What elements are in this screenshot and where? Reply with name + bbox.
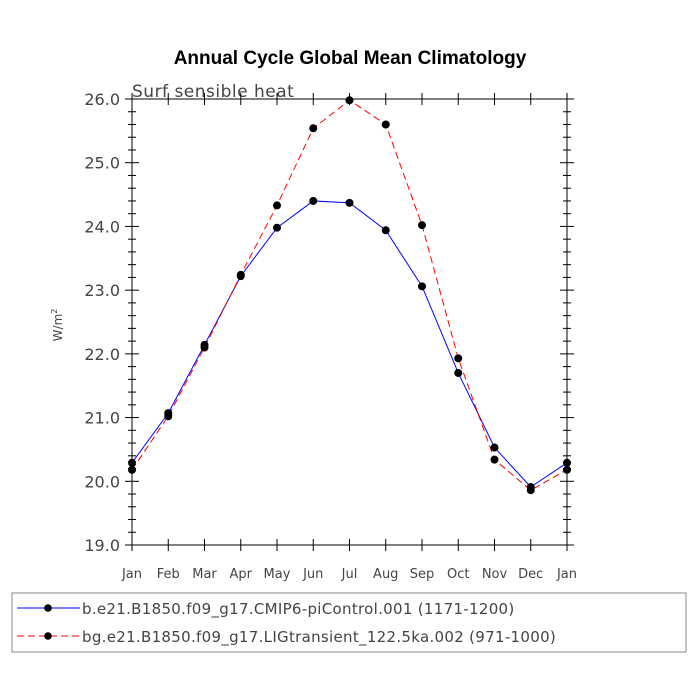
series-0-point: [490, 443, 499, 452]
series-1-point: [526, 486, 535, 495]
y-tick-label: 19.0: [84, 536, 120, 555]
x-tick-label: Aug: [373, 567, 398, 582]
series-1-point: [454, 354, 463, 363]
series-1-point: [418, 221, 426, 230]
x-tick-label: Sep: [410, 567, 435, 582]
axis-ticks: [125, 93, 574, 551]
series-1-point: [236, 270, 245, 279]
series-1-point: [273, 201, 281, 210]
series-1-point: [490, 455, 499, 464]
x-tick-label: Nov: [482, 567, 508, 582]
series-layer: [128, 96, 571, 495]
series-0-point: [454, 368, 463, 377]
legend-label-red: bg.e21.B1850.f09_g17.LIGtransient_122.5k…: [82, 628, 556, 647]
x-tick-label: Jan: [556, 567, 577, 582]
series-1-point: [381, 120, 390, 129]
series-1-point: [164, 412, 173, 421]
series-1-point: [345, 96, 354, 105]
y-tick-label: 23.0: [84, 281, 120, 300]
y-axis-label-text: W/m: [51, 314, 65, 342]
tick-labels: 19.0 20.0 21.0 22.0 23.0 24.0 25.0 26.0 Jan Feb Ma…: [84, 90, 577, 582]
x-tick-label: May: [264, 567, 291, 582]
legend-marker-blue: [44, 604, 52, 612]
legend-box: [11, 592, 687, 653]
x-tick-label: Oct: [447, 567, 469, 582]
series-1-point: [128, 465, 136, 474]
series-0-point: [381, 226, 390, 235]
x-tick-label: Jun: [302, 567, 323, 582]
x-tick-label: Dec: [518, 567, 543, 582]
legend: b.e21.B1850.f09_g17.CMIP6-piControl.001 …: [11, 592, 687, 653]
series-0-point: [418, 282, 426, 291]
series-0-point: [273, 223, 281, 232]
x-tick-label: Apr: [230, 567, 253, 582]
y-tick-label: 21.0: [84, 409, 120, 428]
y-tick-label: 22.0: [84, 345, 120, 364]
series-line-0: [131, 200, 568, 488]
series-0-point: [128, 458, 136, 467]
x-tick-label: Feb: [157, 567, 180, 582]
y-tick-label: 24.0: [84, 217, 120, 236]
chart-subtitle: Surf sensible heat: [132, 82, 294, 102]
series-0-point: [563, 458, 571, 467]
series-line-1: [131, 99, 568, 491]
x-tick-label: Jul: [341, 567, 358, 582]
series-1-point: [309, 124, 318, 133]
y-axis-label: W/m2: [50, 309, 65, 342]
series-0-point: [345, 198, 354, 207]
x-tick-label: Mar: [192, 567, 217, 582]
x-tick-label: Jan: [121, 567, 142, 582]
series-1-point: [563, 465, 571, 474]
chart-title: Annual Cycle Global Mean Climatology: [174, 48, 527, 69]
series-0-point: [309, 196, 318, 205]
svg-text:W/m2: W/m2: [50, 309, 65, 342]
y-tick-label: 26.0: [84, 90, 120, 109]
y-tick-label: 20.0: [84, 472, 120, 491]
y-axis-label-superscript: 2: [50, 309, 59, 314]
legend-label-blue: b.e21.B1850.f09_g17.CMIP6-piControl.001 …: [82, 600, 515, 619]
series-1-point: [200, 343, 209, 352]
y-tick-label: 25.0: [84, 154, 120, 173]
legend-marker-red: [44, 632, 52, 640]
plot-frame: [131, 98, 568, 546]
